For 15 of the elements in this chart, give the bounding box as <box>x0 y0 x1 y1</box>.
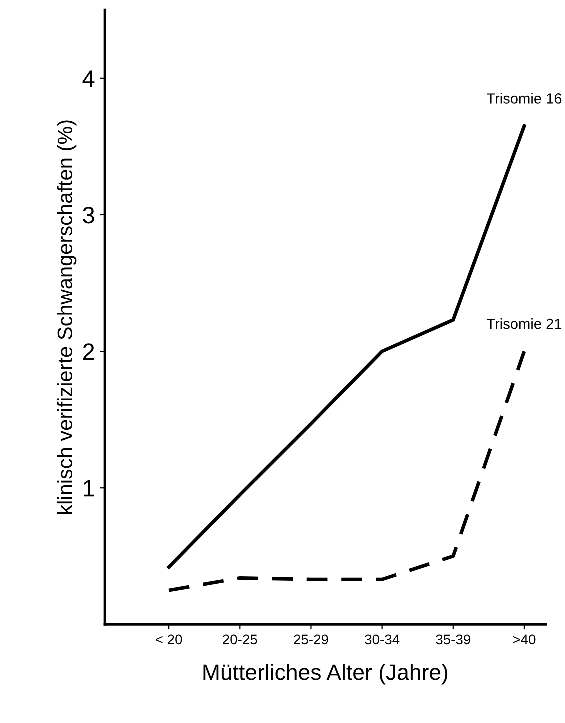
series-label: Trisomie 16 <box>486 93 562 104</box>
y-tick-label: 3 <box>83 207 94 224</box>
x-tick-label: < 20 <box>156 634 182 645</box>
line-series <box>167 350 526 592</box>
y-axis-title: klinisch verifizierte Schwangerschaften (%) <box>57 120 77 514</box>
series-label: Trisomie 21 <box>486 318 562 330</box>
x-tick-label: 35-39 <box>436 634 470 645</box>
y-tick-label: 1 <box>84 480 94 497</box>
y-tick-label: 2 <box>83 344 94 360</box>
x-axis-title: Mütterliches Alter (Jahre) <box>204 664 448 685</box>
x-tick-label: 20-25 <box>223 634 258 645</box>
y-tick-label: 4 <box>82 70 95 87</box>
x-tick-label: 25-29 <box>294 634 328 645</box>
x-tick-label: >40 <box>513 634 536 645</box>
x-tick-label: 30-34 <box>365 634 400 645</box>
